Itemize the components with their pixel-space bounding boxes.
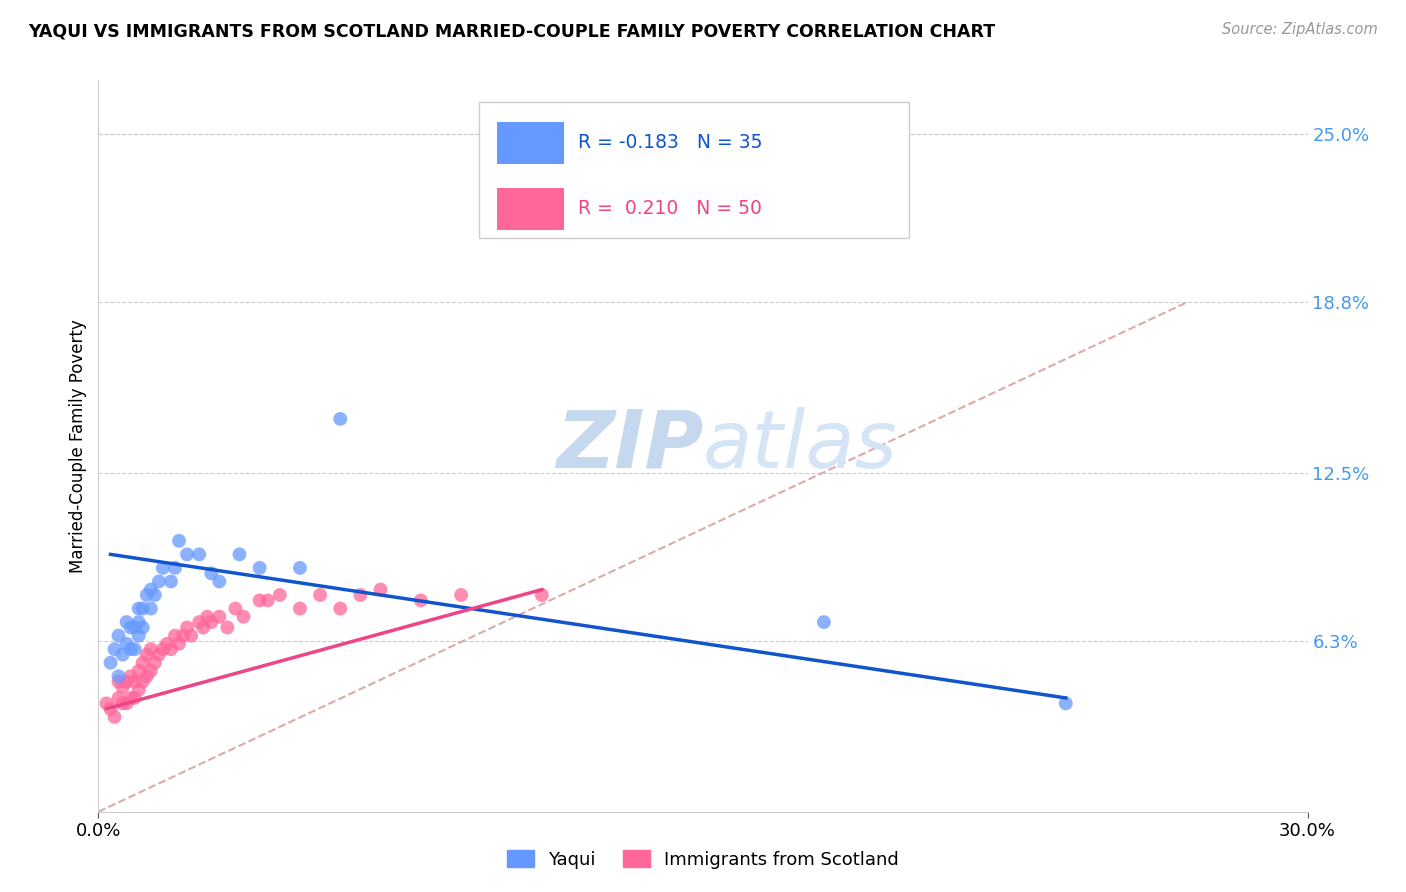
Point: [232, 609, 254, 624]
Point: [256, 593, 278, 607]
Point: [124, 690, 146, 705]
Point: [96, 697, 118, 711]
Point: [139, 642, 162, 657]
Point: [107, 669, 129, 683]
Point: [132, 674, 155, 689]
Point: [370, 582, 392, 597]
Point: [120, 669, 142, 683]
Point: [269, 588, 291, 602]
Legend: Yaqui, Immigrants from Scotland: Yaqui, Immigrants from Scotland: [499, 843, 907, 876]
Text: YAQUI VS IMMIGRANTS FROM SCOTLAND MARRIED-COUPLE FAMILY POVERTY CORRELATION CHAR: YAQUI VS IMMIGRANTS FROM SCOTLAND MARRIE…: [28, 22, 995, 40]
Point: [160, 642, 183, 657]
Point: [135, 669, 157, 683]
Point: [128, 682, 150, 697]
Point: [208, 609, 231, 624]
Text: R = -0.183   N = 35: R = -0.183 N = 35: [578, 133, 763, 152]
Point: [128, 601, 150, 615]
Point: [329, 601, 352, 615]
Point: [111, 697, 134, 711]
Point: [152, 561, 174, 575]
Point: [200, 615, 222, 629]
Point: [450, 588, 472, 602]
Point: [139, 601, 162, 615]
Point: [120, 620, 142, 634]
Point: [172, 629, 194, 643]
Point: [288, 601, 311, 615]
Point: [217, 620, 239, 634]
Point: [139, 582, 162, 597]
Point: [148, 648, 170, 662]
Y-axis label: Married-Couple Family Poverty: Married-Couple Family Poverty: [69, 319, 87, 573]
Point: [128, 664, 150, 678]
Point: [115, 637, 138, 651]
FancyBboxPatch shape: [479, 103, 908, 237]
Point: [143, 656, 166, 670]
Point: [1054, 697, 1077, 711]
Point: [163, 561, 186, 575]
Point: [530, 588, 553, 602]
Point: [309, 588, 332, 602]
Point: [128, 629, 150, 643]
Point: [249, 561, 271, 575]
Point: [288, 561, 311, 575]
Point: [188, 547, 211, 561]
Text: R =  0.210   N = 50: R = 0.210 N = 50: [578, 199, 762, 218]
Bar: [498, 188, 564, 230]
Text: Source: ZipAtlas.com: Source: ZipAtlas.com: [1222, 22, 1378, 37]
Point: [100, 702, 122, 716]
Point: [329, 412, 352, 426]
Point: [249, 593, 271, 607]
Point: [135, 588, 157, 602]
Point: [188, 615, 211, 629]
Point: [813, 615, 835, 629]
Point: [124, 620, 146, 634]
Point: [103, 642, 125, 657]
Point: [111, 680, 134, 694]
Point: [200, 566, 222, 581]
Text: atlas: atlas: [703, 407, 898, 485]
Point: [167, 637, 190, 651]
Point: [139, 664, 162, 678]
Point: [115, 615, 138, 629]
Point: [100, 656, 122, 670]
Point: [115, 697, 138, 711]
Point: [152, 642, 174, 657]
Point: [107, 674, 129, 689]
Point: [103, 710, 125, 724]
Point: [160, 574, 183, 589]
Point: [180, 629, 202, 643]
Point: [111, 648, 134, 662]
Point: [409, 593, 432, 607]
Point: [132, 601, 155, 615]
Point: [208, 574, 231, 589]
Point: [195, 609, 218, 624]
Point: [120, 690, 142, 705]
Point: [135, 648, 157, 662]
Point: [124, 674, 146, 689]
Point: [167, 533, 190, 548]
Point: [115, 674, 138, 689]
Point: [193, 620, 215, 634]
Point: [224, 601, 246, 615]
Bar: [498, 122, 564, 164]
Point: [176, 620, 198, 634]
Point: [132, 620, 155, 634]
Point: [349, 588, 371, 602]
Point: [156, 637, 179, 651]
Point: [124, 642, 146, 657]
Point: [228, 547, 250, 561]
Point: [128, 615, 150, 629]
Point: [148, 574, 170, 589]
Point: [143, 588, 166, 602]
Point: [120, 642, 142, 657]
Point: [176, 547, 198, 561]
Point: [107, 690, 129, 705]
Point: [132, 656, 155, 670]
Point: [163, 629, 186, 643]
Text: ZIP: ZIP: [555, 407, 703, 485]
Point: [107, 629, 129, 643]
